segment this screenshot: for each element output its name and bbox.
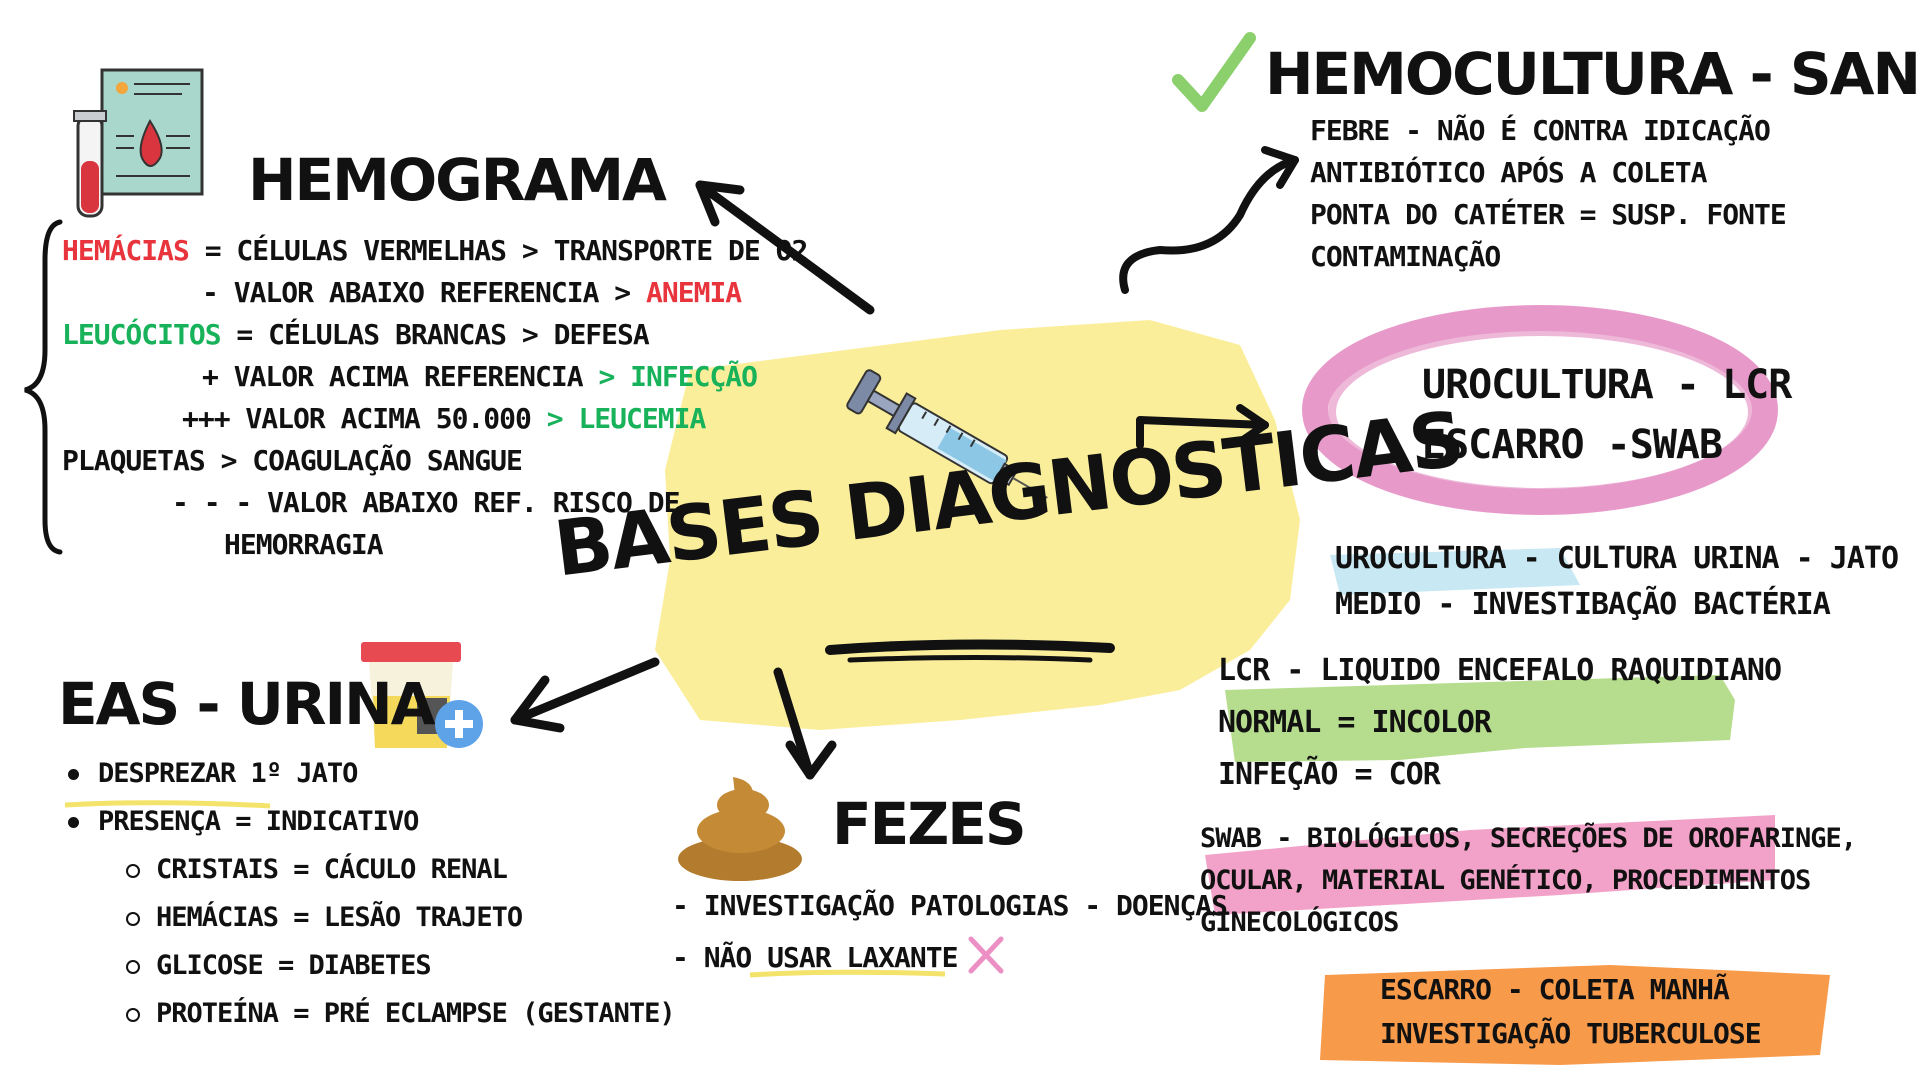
swab-lines: SWAB - BIOLÓGICOS, SECREÇÕES DE OROFARIN… [1200, 818, 1857, 944]
urocultura-lines: UROCULTURA - CULTURA URINA - JATO MEDIO … [1335, 536, 1899, 628]
eas-subitem: PROTEÍNA = PRÉ ECLAMPSE (GESTANTE) [120, 990, 676, 1038]
escarro-line: INVESTIGAÇÃO TUBERCULOSE [1380, 1017, 1762, 1050]
fezes-line: - NÃO USAR LAXANTE [672, 941, 958, 974]
hemocultura-line: ANTIBIÓTICO APÓS A COLETA [1310, 156, 1707, 189]
urocultura-line: MEDIO - INVESTIBAÇÃO BACTÉRIA [1335, 587, 1831, 622]
eas-item: PRESENÇA = INDICATIVO [62, 798, 675, 846]
fezes-line: - INVESTIGAÇÃO PATOLOGIAS - DOENÇAS [672, 889, 1228, 922]
title-underline [825, 639, 1115, 655]
arrow-to-fezes [773, 667, 837, 780]
swab-line: OCULAR, MATERIAL GENÉTICO, PROCEDIMENTOS [1200, 865, 1811, 896]
lcr-line: LCR - LIQUIDO ENCEFALO RAQUIDIANO [1218, 653, 1782, 688]
hemograma-line: - VALOR ABAIXO REFERENCIA > ANEMIA [202, 276, 742, 309]
eas-subitem: CRISTAIS = CÁCULO RENAL [120, 846, 675, 894]
x-mark-icon [968, 936, 1004, 974]
eas-item: DESPREZAR 1º JATO [62, 750, 675, 798]
arrow-to-hemograma [695, 180, 875, 315]
swab-line: GINECOLÓGICOS [1200, 907, 1399, 938]
fezes-title: FEZES [832, 790, 1027, 858]
hemograma-line: LEUCÓCITOS = CÉLULAS BRANCAS > DEFESA [62, 318, 650, 351]
hemograma-line: HEMÁCIAS = CÉLULAS VERMELHAS > TRANSPORT… [62, 234, 808, 267]
hemocultura-lines: FEBRE - NÃO É CONTRA IDICAÇÃO ANTIBIÓTIC… [1310, 110, 1787, 278]
hemograma-line: - - - VALOR ABAIXO REF. RISCO DE [172, 486, 680, 519]
hemograma-lines: HEMÁCIAS = CÉLULAS VERMELHAS > TRANSPORT… [62, 230, 808, 566]
hemograma-line: HEMORRAGIA [224, 528, 384, 561]
hemograma-title: HEMOGRAMA [248, 146, 667, 214]
eas-subitem: GLICOSE = DIABETES [120, 942, 675, 990]
lcr-line: NORMAL = INCOLOR [1218, 705, 1492, 740]
hemocultura-line: CONTAMINAÇÃO [1310, 240, 1501, 273]
lcr-line: INFEÇÃO = COR [1218, 757, 1441, 792]
arrow-to-hemocultura [1119, 146, 1299, 294]
uro-lcr-heading: UROCULTURA - LCR ESCARRO -SWAB [1422, 355, 1792, 475]
eas-title: EAS - URINA [58, 670, 436, 738]
hemograma-line: PLAQUETAS > COAGULAÇÃO SANGUE [62, 444, 523, 477]
hemograma-line: +++ VALOR ACIMA 50.000 > LEUCEMIA [182, 402, 706, 435]
pink-ring [1302, 305, 1778, 515]
arrow-to-eas [510, 657, 660, 733]
check-icon [1172, 32, 1256, 112]
medical-report-icon [73, 68, 204, 218]
orange-highlight [1320, 965, 1830, 1065]
hemocultura-line: FEBRE - NÃO É CONTRA IDICAÇÃO [1310, 114, 1771, 147]
curly-brace [24, 219, 63, 555]
syringe-icon [846, 369, 1048, 499]
green-highlight [1225, 675, 1735, 762]
urocultura-line: UROCULTURA - CULTURA URINA - JATO [1335, 541, 1899, 576]
uro-lcr-line1: UROCULTURA - LCR [1422, 362, 1792, 408]
escarro-line: ESCARRO - COLETA MANHÃ [1380, 973, 1730, 1006]
hemocultura-title: HEMOCULTURA - SANGUE [1265, 40, 1920, 108]
urine-sample-icon [361, 642, 483, 748]
pink-highlight [1205, 815, 1775, 915]
uro-lcr-line2: ESCARRO -SWAB [1422, 422, 1723, 468]
swab-line: SWAB - BIOLÓGICOS, SECREÇÕES DE OROFARIN… [1200, 823, 1857, 854]
hemocultura-line: PONTA DO CATÉTER = SUSP. FONTE [1310, 198, 1787, 231]
arrow-to-uro-lcr [1136, 404, 1269, 449]
eas-subitem: HEMÁCIAS = LESÃO TRAJETO [120, 894, 675, 942]
escarro-lines: ESCARRO - COLETA MANHÃ INVESTIGAÇÃO TUBE… [1380, 968, 1762, 1056]
blue-highlight [1330, 548, 1580, 595]
eas-list: DESPREZAR 1º JATO PRESENÇA = INDICATIVO … [62, 750, 676, 1038]
poop-icon [678, 777, 802, 881]
fezes-lines: - INVESTIGAÇÃO PATOLOGIAS - DOENÇAS - NÃ… [672, 880, 1228, 984]
hemograma-line: + VALOR ACIMA REFERENCIA > INFECÇÃO [202, 360, 758, 393]
lcr-lines: LCR - LIQUIDO ENCEFALO RAQUIDIANO NORMAL… [1218, 645, 1782, 801]
